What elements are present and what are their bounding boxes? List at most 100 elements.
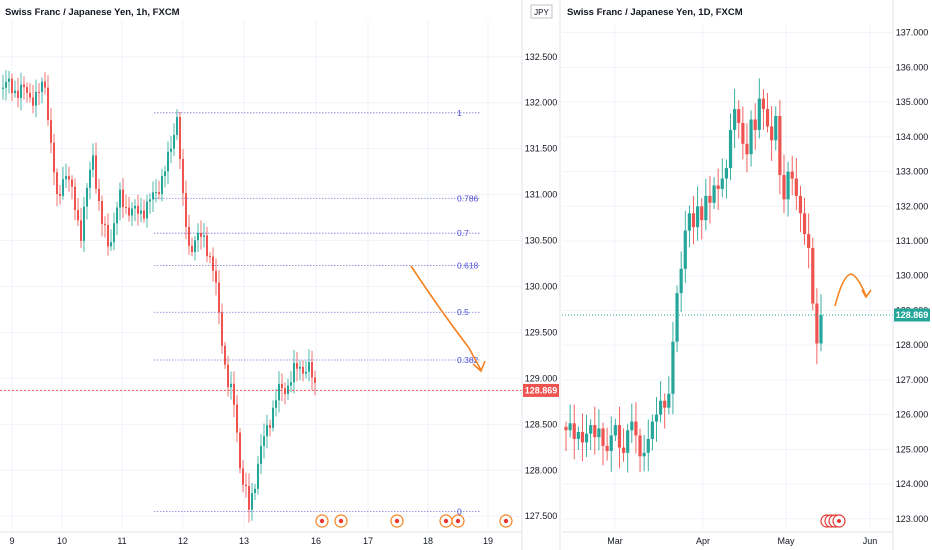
left-y-tick-label: 132.500 [525, 52, 558, 62]
candle-body [110, 242, 112, 247]
candle-body [724, 168, 729, 179]
right-candles [564, 78, 823, 473]
left-time-axis[interactable]: 9 10 11 12 13 16 17 18 19 [0, 531, 522, 546]
candle-body [278, 383, 280, 401]
candle-body [149, 199, 151, 202]
right-arrow-head [861, 289, 872, 299]
candle-body [194, 240, 196, 253]
candle-body [263, 436, 265, 446]
candle-body [609, 435, 613, 452]
right-projection-arrow [834, 273, 867, 307]
candle-body [671, 341, 675, 394]
candle-body [227, 364, 229, 388]
event-marker-dot [443, 518, 449, 524]
left-y-tick-label: 132.000 [525, 98, 558, 108]
candle-body [2, 87, 4, 89]
fib-level-label: 0.5 [457, 307, 469, 317]
candle-body [134, 205, 136, 209]
candle-body [642, 452, 646, 457]
candle-body [786, 171, 790, 200]
candle-body [646, 438, 650, 453]
right-time-axis[interactable]: Mar Apr May Jun [562, 531, 893, 546]
candle-body [696, 206, 700, 228]
left-event-markers[interactable] [315, 514, 513, 528]
candle-body [568, 423, 572, 431]
candle-body [302, 366, 304, 374]
candle-body [658, 400, 663, 415]
candle-body [794, 178, 798, 196]
candle-body [720, 178, 724, 189]
right-y-tick-label: 128.000 [896, 340, 929, 350]
candle-body [770, 126, 774, 141]
candle-body [56, 172, 58, 194]
left-y-tick-label: 131.000 [525, 190, 558, 200]
candle-body [290, 382, 292, 386]
candle-body [667, 393, 671, 408]
candle-body [128, 207, 130, 216]
fib-level-label: 0.786 [457, 193, 479, 203]
event-marker-dot [319, 518, 325, 524]
candle-body [753, 119, 757, 130]
right-y-tick-label: 133.000 [896, 167, 929, 177]
candle-body [47, 87, 49, 121]
fib-retracement[interactable]: 1 0.786 0.7 0.618 0.5 0.382 0 [154, 108, 480, 517]
candle-body [203, 235, 205, 237]
candle-body [296, 362, 298, 369]
candle-body [164, 171, 166, 177]
candle-body [589, 425, 593, 434]
right-price-axis[interactable]: 123.000 124.000 125.000 126.000 127.000 128.0… [892, 0, 929, 550]
candle-body [152, 192, 154, 200]
candle-body [98, 188, 100, 202]
candle-body [35, 91, 37, 106]
candle-body [299, 366, 301, 369]
candle-body [74, 186, 76, 211]
candle-body [239, 432, 241, 469]
event-marker-dot [455, 518, 461, 524]
candle-body [176, 116, 178, 135]
candle-body [272, 407, 274, 428]
candle-body [593, 425, 597, 438]
candle-body [621, 447, 626, 453]
candle-body [131, 208, 133, 216]
left-y-tick-label: 128.500 [525, 419, 558, 429]
candle-body [140, 210, 142, 214]
candle-body [708, 195, 712, 203]
candle-body [802, 213, 807, 235]
candle-body [59, 193, 61, 196]
candle-body [716, 185, 720, 189]
candle-body [700, 206, 704, 221]
candle-body [23, 84, 25, 88]
left-x-tick-label: 17 [363, 536, 373, 546]
candle-body [683, 230, 687, 269]
candle-body [167, 151, 169, 172]
right-last-price-box [894, 308, 930, 322]
left-price-axis[interactable]: 127.500 128.000 128.500 129.000 129.500 130.0… [521, 0, 558, 550]
left-y-tick-label: 127.500 [525, 511, 558, 521]
candle-body [663, 400, 667, 408]
candle-body [77, 210, 79, 221]
fib-level-label: 0 [457, 507, 462, 517]
fib-level-label: 0.382 [457, 355, 479, 365]
left-y-tick-label: 128.000 [525, 465, 558, 475]
candle-body [617, 425, 622, 448]
candle-body [101, 201, 103, 224]
candle-body [254, 488, 256, 493]
candle-body [83, 206, 85, 241]
candle-body [230, 383, 232, 388]
candle-body [29, 92, 31, 98]
candle-body [757, 98, 761, 130]
candle-body [287, 385, 289, 395]
right-event-markers[interactable] [820, 514, 846, 528]
left-x-tick-label: 12 [178, 536, 188, 546]
left-y-tick-label: 131.500 [525, 144, 558, 154]
candle-body [116, 207, 118, 224]
candle-body [8, 78, 10, 82]
candle-body [266, 425, 268, 437]
candle-body [811, 247, 815, 304]
right-y-tick-label: 127.000 [896, 375, 929, 385]
candle-body [182, 158, 184, 194]
left-chart: Swiss Franc / Japanese Yen, 1h, FXCM 1 0.… [0, 0, 559, 550]
candle-body [765, 109, 770, 127]
candle-body [257, 463, 259, 489]
